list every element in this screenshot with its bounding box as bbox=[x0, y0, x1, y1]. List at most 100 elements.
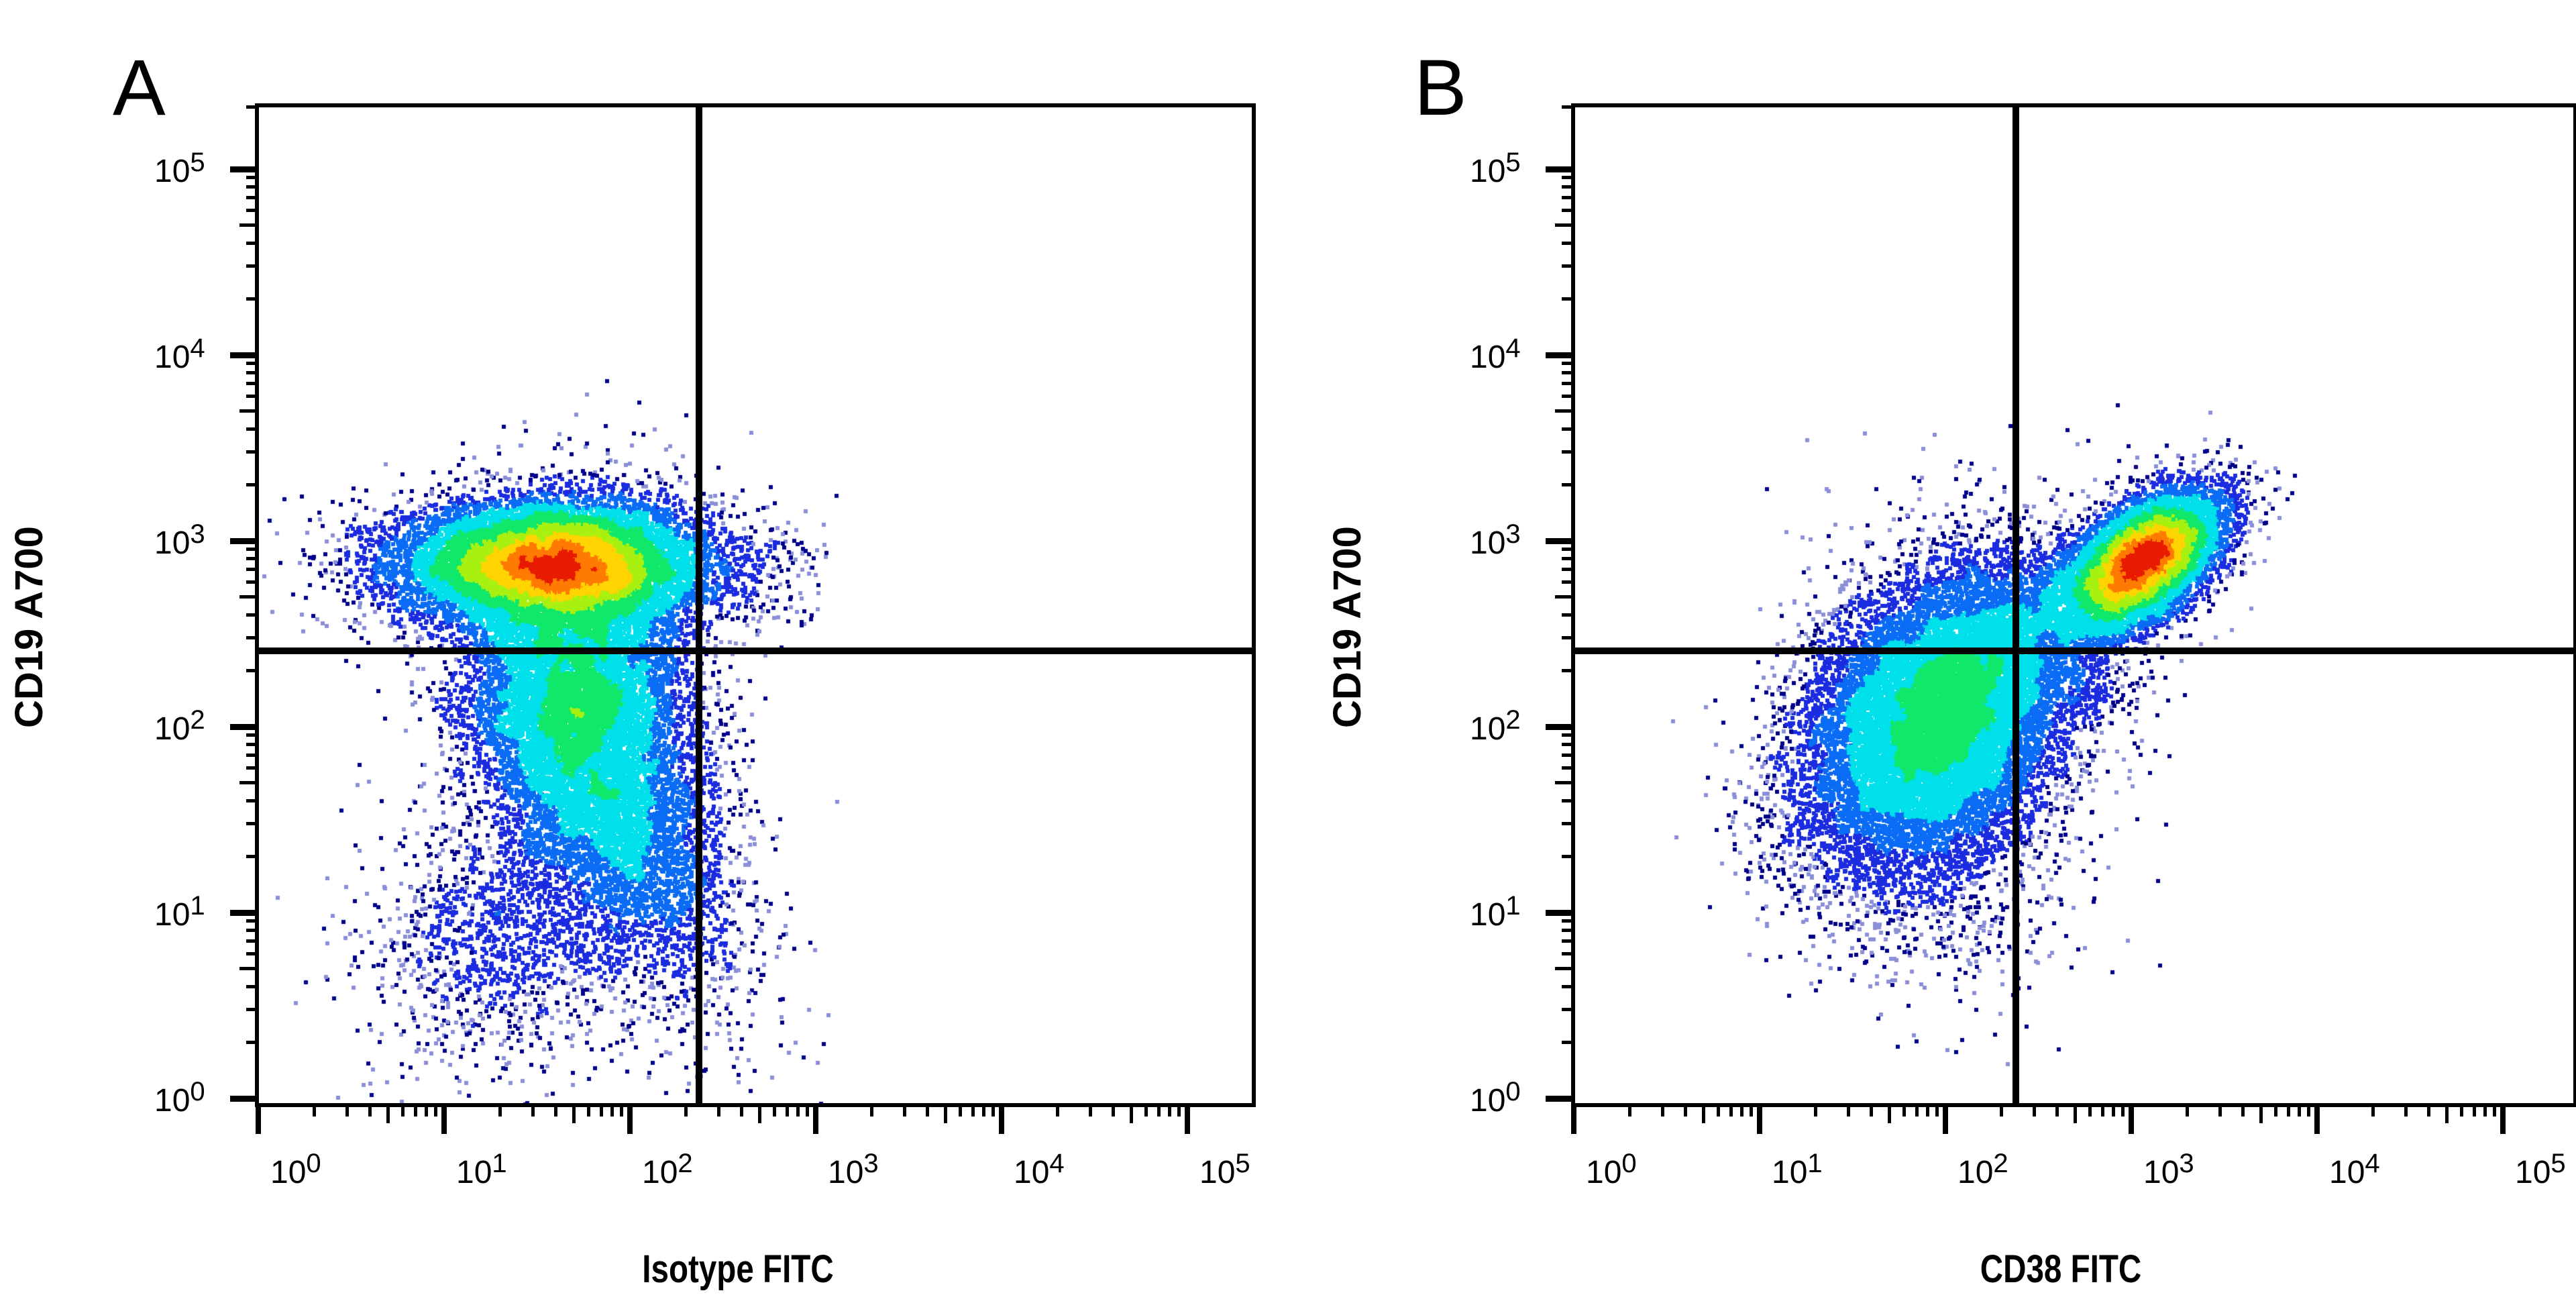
x-minor-tick bbox=[1935, 1103, 1939, 1117]
x-minor-tick bbox=[1749, 1103, 1753, 1117]
y-top-tick bbox=[246, 105, 258, 109]
y-minor-tick bbox=[246, 185, 258, 189]
x-major-tick bbox=[2314, 1103, 2320, 1134]
y-major-tick bbox=[1546, 909, 1574, 916]
y-major-tick bbox=[230, 723, 258, 730]
y-minor-tick bbox=[246, 382, 258, 386]
y-minor-tick bbox=[246, 394, 258, 398]
y-minor-tick bbox=[1562, 855, 1574, 859]
x-minor-tick bbox=[2274, 1103, 2278, 1117]
x-minor-tick bbox=[773, 1103, 777, 1117]
y-minor-tick bbox=[239, 409, 258, 413]
x-axis-title-b: CD38 FITC bbox=[1980, 1247, 2142, 1291]
x-tick-label: 102 bbox=[642, 1149, 693, 1190]
x-minor-tick bbox=[424, 1103, 428, 1117]
y-minor-tick bbox=[1562, 766, 1574, 770]
x-tick-label: 105 bbox=[1199, 1149, 1250, 1190]
y-major-tick bbox=[230, 352, 258, 358]
x-minor-tick bbox=[401, 1103, 405, 1117]
x-minor-tick bbox=[413, 1103, 417, 1117]
x-minor-tick bbox=[991, 1103, 995, 1117]
x-major-tick bbox=[813, 1103, 818, 1134]
x-major-tick bbox=[256, 1103, 261, 1134]
x-minor-tick bbox=[572, 1103, 576, 1123]
x-tick-label: 100 bbox=[270, 1149, 321, 1190]
y-major-tick bbox=[1546, 537, 1574, 544]
y-minor-tick bbox=[246, 613, 258, 617]
x-minor-tick bbox=[959, 1103, 963, 1117]
x-tick-label: 103 bbox=[2143, 1149, 2194, 1190]
y-minor-tick bbox=[246, 766, 258, 770]
y-minor-tick bbox=[1562, 669, 1574, 673]
y-major-tick bbox=[1546, 166, 1574, 172]
quadrant-gate-horizontal-a bbox=[259, 647, 1252, 654]
y-minor-tick bbox=[1562, 371, 1574, 375]
x-minor-tick bbox=[981, 1103, 985, 1117]
y-major-tick bbox=[1546, 723, 1574, 730]
x-minor-tick bbox=[1055, 1103, 1059, 1117]
dot-plot-a bbox=[259, 107, 1252, 1103]
y-minor-tick bbox=[1562, 208, 1574, 212]
y-minor-tick bbox=[1555, 780, 1574, 784]
y-tick-label: 100 bbox=[1470, 1077, 1521, 1119]
x-tick-label: 101 bbox=[456, 1149, 507, 1190]
x-minor-tick bbox=[1925, 1103, 1929, 1117]
y-major-tick bbox=[230, 909, 258, 916]
x-minor-tick bbox=[2074, 1103, 2078, 1123]
y-minor-tick bbox=[246, 919, 258, 923]
y-minor-tick bbox=[1562, 754, 1574, 758]
x-minor-tick bbox=[1157, 1103, 1161, 1117]
x-minor-tick bbox=[1660, 1103, 1664, 1117]
y-minor-tick bbox=[1562, 176, 1574, 180]
y-minor-tick bbox=[1562, 241, 1574, 245]
y-minor-tick bbox=[1562, 568, 1574, 572]
x-minor-tick bbox=[2286, 1103, 2290, 1117]
y-minor-tick bbox=[1562, 613, 1574, 617]
x-major-tick bbox=[2129, 1103, 2134, 1134]
x-minor-tick bbox=[684, 1103, 688, 1117]
x-minor-tick bbox=[902, 1103, 906, 1117]
y-minor-tick bbox=[246, 984, 258, 988]
y-minor-tick bbox=[1562, 919, 1574, 923]
y-minor-tick bbox=[1562, 427, 1574, 431]
y-minor-tick bbox=[1562, 264, 1574, 268]
x-minor-tick bbox=[785, 1103, 789, 1117]
x-minor-tick bbox=[554, 1103, 558, 1117]
y-minor-tick bbox=[246, 548, 258, 552]
quadrant-gate-vertical-a bbox=[696, 107, 702, 1103]
y-minor-tick bbox=[246, 264, 258, 268]
y-minor-tick bbox=[246, 733, 258, 737]
y-minor-tick bbox=[1562, 951, 1574, 955]
quadrant-gate-horizontal-b bbox=[1575, 647, 2573, 654]
x-minor-tick bbox=[2088, 1103, 2092, 1117]
y-minor-tick bbox=[246, 822, 258, 826]
x-minor-tick bbox=[971, 1103, 975, 1117]
y-minor-tick bbox=[246, 636, 258, 640]
x-minor-tick bbox=[498, 1103, 502, 1117]
x-tick-label: 102 bbox=[1957, 1149, 2008, 1190]
x-minor-tick bbox=[312, 1103, 316, 1117]
x-minor-tick bbox=[2306, 1103, 2310, 1117]
x-minor-tick bbox=[2427, 1103, 2431, 1117]
plot-area-a bbox=[255, 103, 1256, 1107]
y-axis-title-a: CD19 A700 bbox=[7, 526, 51, 728]
y-minor-tick bbox=[239, 966, 258, 970]
x-major-tick bbox=[2500, 1103, 2506, 1134]
x-minor-tick bbox=[716, 1103, 720, 1117]
y-minor-tick bbox=[246, 1008, 258, 1012]
x-minor-tick bbox=[2111, 1103, 2115, 1117]
x-axis-title-a: Isotype FITC bbox=[642, 1247, 834, 1291]
x-minor-tick bbox=[2445, 1103, 2449, 1123]
y-minor-tick bbox=[1562, 822, 1574, 826]
x-minor-tick bbox=[2100, 1103, 2104, 1117]
y-minor-tick bbox=[1562, 984, 1574, 988]
panel-letter-b: B bbox=[1414, 44, 1467, 132]
y-minor-tick bbox=[1562, 450, 1574, 454]
y-minor-tick bbox=[1562, 1041, 1574, 1045]
y-minor-tick bbox=[1562, 580, 1574, 584]
y-minor-tick bbox=[1562, 636, 1574, 640]
x-minor-tick bbox=[619, 1103, 623, 1117]
y-tick-label: 101 bbox=[154, 891, 205, 933]
x-major-tick bbox=[1943, 1103, 1948, 1134]
x-major-tick bbox=[1757, 1103, 1762, 1134]
